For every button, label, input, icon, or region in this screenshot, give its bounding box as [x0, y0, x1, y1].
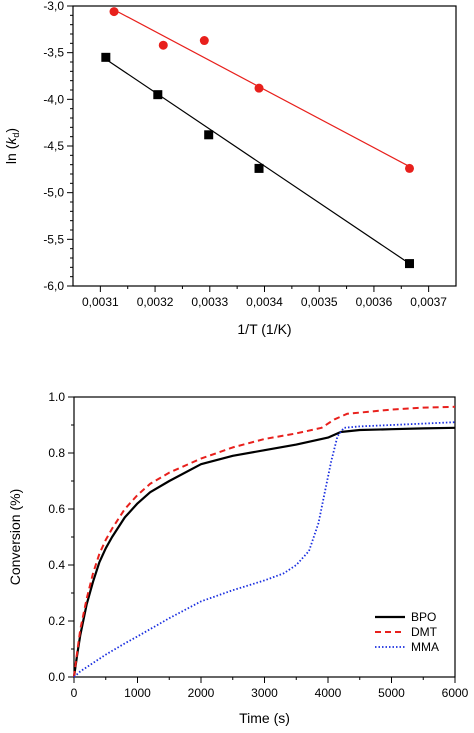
data-point-square [153, 90, 163, 100]
legend-label-dmt: DMT [411, 625, 438, 639]
y-tick-label: 0.8 [48, 446, 65, 460]
y-tick-label: 0.4 [48, 558, 65, 572]
y-axis-label-part: ln ( [3, 144, 19, 164]
plot-frame [73, 396, 456, 678]
x-tick-label: 0,0035 [301, 295, 338, 309]
y-tick-label: -3,0 [43, 0, 64, 13]
x-tick-label: 4000 [315, 686, 342, 700]
x-tick-label: 3000 [251, 686, 278, 700]
x-tick-label: 2000 [188, 686, 215, 700]
x-tick-label: 0,0032 [137, 295, 174, 309]
legend-label-bpo: BPO [411, 610, 436, 624]
y-tick-label: 0.0 [48, 670, 65, 684]
series-line-dmt [73, 405, 456, 678]
data-point-square [404, 259, 414, 269]
x-axis-label: 1/T (1/K) [237, 321, 291, 337]
legend-label-mma: MMA [411, 640, 439, 654]
y-axis-label-part: k [3, 137, 19, 145]
y-tick-label: 1.0 [48, 390, 65, 404]
conversion-plot: 0 1000 2000 3000 4000 5000 6000 0.0 0.2 0.4 0.6 0.8… [7, 390, 469, 726]
x-tick-label: 0,0034 [246, 295, 283, 309]
x-tick-label: 0,0031 [82, 295, 119, 309]
x-tick-label: 0 [71, 686, 78, 700]
y-tick-label: -5,5 [43, 232, 64, 246]
y-axis-label: Conversion (%) [7, 489, 23, 585]
x-tick-label: 0,0036 [356, 295, 393, 309]
y-tick-label: -5,0 [43, 186, 64, 200]
data-point-circle [158, 40, 168, 50]
y-tick-label: -3,5 [43, 46, 64, 60]
data-point-square [101, 52, 111, 62]
x-tick-label: 5000 [378, 686, 405, 700]
data-point-square [204, 130, 214, 140]
x-tick-label: 1000 [124, 686, 151, 700]
y-tick-label: -6,0 [43, 279, 64, 293]
data-point-circle [404, 163, 414, 173]
y-axis-label: ln (kd) [3, 128, 21, 164]
y-axis-label-part: d [11, 133, 21, 138]
y-tick-label: 0.6 [48, 502, 65, 516]
x-axis-label: Time (s) [239, 710, 290, 726]
data-point-circle [109, 7, 119, 17]
series-line-bpo [72, 426, 456, 678]
data-point-circle [254, 83, 264, 93]
y-tick-label: 0.2 [48, 614, 65, 628]
x-tick-label: 6000 [442, 686, 469, 700]
arrhenius-plot: 0,0031 0,0032 0,0033 0,0034 0,0035 0,0036 0,00… [3, 0, 457, 337]
y-tick-label: -4,0 [43, 92, 64, 106]
x-tick-label: 0,0037 [410, 295, 447, 309]
y-tick-label: -4,5 [43, 139, 64, 153]
plot-frame [72, 5, 457, 287]
data-point-square [254, 163, 264, 173]
x-tick-label: 0,0033 [191, 295, 228, 309]
data-point-circle [199, 36, 209, 46]
y-axis-label-part: ) [3, 128, 19, 133]
series-line-mma [73, 421, 456, 678]
